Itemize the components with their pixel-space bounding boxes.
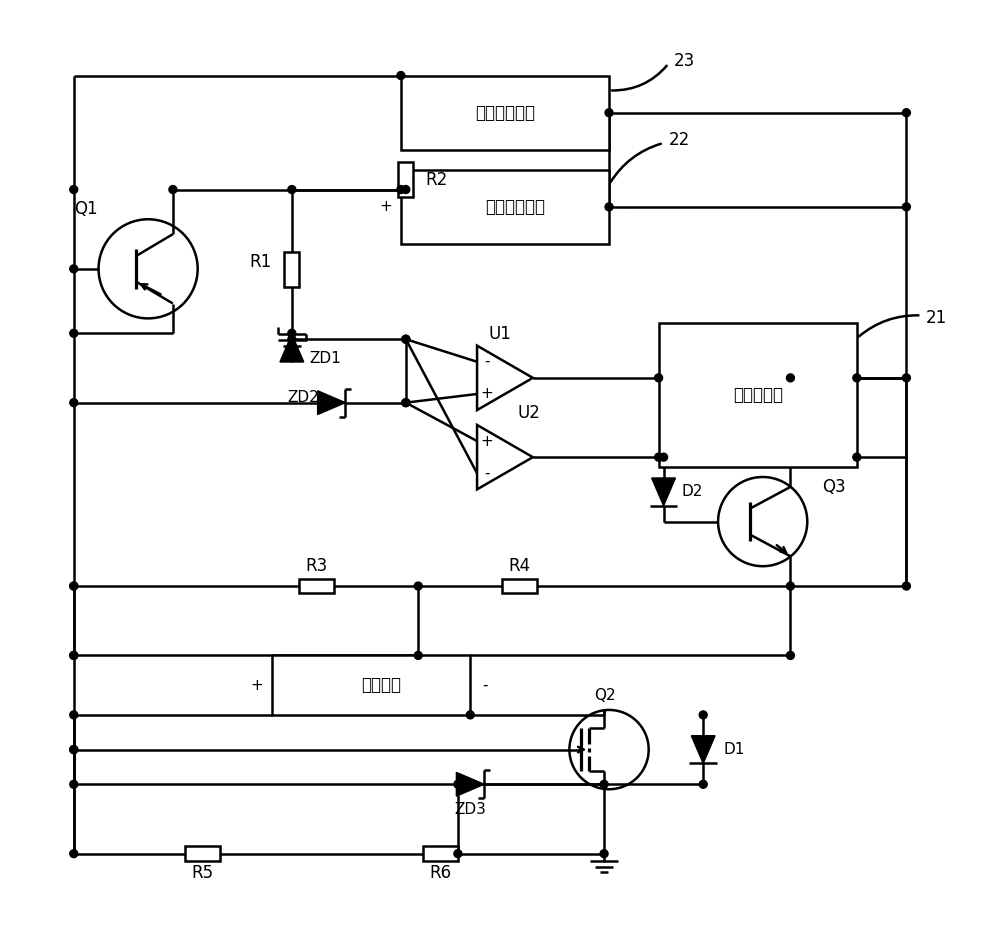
Text: R5: R5: [192, 864, 214, 883]
Circle shape: [605, 203, 613, 210]
Circle shape: [699, 781, 707, 788]
Polygon shape: [280, 334, 304, 362]
Text: D2: D2: [681, 485, 703, 500]
Circle shape: [902, 374, 910, 382]
Bar: [398, 162, 413, 197]
Bar: [272, 655, 470, 715]
Circle shape: [397, 71, 405, 80]
Text: +: +: [380, 199, 392, 214]
Circle shape: [288, 186, 296, 193]
Circle shape: [70, 582, 78, 590]
Text: U2: U2: [518, 404, 541, 422]
Circle shape: [600, 850, 608, 858]
Text: -: -: [482, 678, 488, 693]
Circle shape: [70, 651, 78, 660]
Text: ZD2: ZD2: [287, 390, 319, 406]
Circle shape: [70, 582, 78, 590]
Text: R2: R2: [426, 170, 448, 188]
Circle shape: [902, 109, 910, 117]
Circle shape: [70, 399, 78, 407]
Circle shape: [414, 582, 422, 590]
Polygon shape: [318, 390, 345, 414]
Circle shape: [402, 399, 410, 407]
Bar: [659, 324, 857, 467]
Circle shape: [786, 651, 794, 660]
Text: ZD1: ZD1: [310, 350, 341, 366]
Circle shape: [902, 582, 910, 590]
Circle shape: [70, 711, 78, 719]
Polygon shape: [691, 736, 715, 764]
Circle shape: [902, 203, 910, 210]
Circle shape: [402, 335, 410, 343]
Text: Q1: Q1: [74, 200, 97, 218]
Circle shape: [853, 453, 861, 461]
Bar: [401, 75, 609, 149]
Text: D1: D1: [723, 743, 744, 757]
Circle shape: [402, 399, 410, 407]
Bar: [284, 252, 299, 288]
Bar: [502, 579, 537, 593]
Bar: [185, 846, 220, 862]
Circle shape: [70, 745, 78, 754]
Circle shape: [397, 186, 405, 193]
Circle shape: [288, 335, 296, 343]
Text: ZD3: ZD3: [454, 802, 486, 817]
Circle shape: [454, 850, 462, 858]
Text: 储能单元: 储能单元: [361, 676, 401, 694]
Circle shape: [600, 781, 608, 788]
Circle shape: [70, 651, 78, 660]
Circle shape: [169, 186, 177, 193]
Circle shape: [655, 374, 663, 382]
Circle shape: [454, 781, 462, 788]
Circle shape: [786, 374, 794, 382]
Text: -: -: [484, 466, 490, 481]
Text: Q3: Q3: [822, 478, 846, 496]
Text: +: +: [481, 387, 493, 402]
Text: R6: R6: [429, 864, 452, 883]
Text: R4: R4: [509, 557, 531, 575]
Text: 22: 22: [669, 131, 690, 149]
Circle shape: [605, 109, 613, 117]
Circle shape: [402, 186, 410, 193]
Text: 第二处理器: 第二处理器: [733, 387, 783, 405]
Polygon shape: [456, 772, 484, 796]
Text: +: +: [481, 433, 493, 448]
Bar: [299, 579, 334, 593]
Bar: [423, 846, 458, 862]
Text: 电波供能单元: 电波供能单元: [475, 104, 535, 122]
Circle shape: [70, 329, 78, 337]
Circle shape: [288, 329, 296, 337]
Text: -: -: [484, 354, 490, 369]
Circle shape: [466, 711, 474, 719]
Circle shape: [70, 265, 78, 273]
Circle shape: [655, 453, 663, 461]
Text: U1: U1: [489, 325, 511, 343]
Circle shape: [786, 582, 794, 590]
Circle shape: [70, 781, 78, 788]
Circle shape: [660, 453, 668, 461]
Polygon shape: [652, 478, 675, 506]
Text: R3: R3: [305, 557, 328, 575]
Circle shape: [402, 335, 410, 343]
Text: +: +: [251, 678, 264, 693]
Text: 23: 23: [673, 51, 695, 69]
Circle shape: [414, 651, 422, 660]
Circle shape: [70, 186, 78, 193]
Text: 21: 21: [926, 309, 947, 327]
Circle shape: [699, 711, 707, 719]
Text: Q2: Q2: [594, 687, 616, 703]
Bar: [401, 169, 609, 244]
Text: -: -: [621, 199, 627, 214]
Circle shape: [70, 850, 78, 858]
Circle shape: [70, 745, 78, 754]
Text: 光波供能单元: 光波供能单元: [485, 198, 545, 216]
Text: R1: R1: [250, 253, 272, 271]
Circle shape: [853, 374, 861, 382]
